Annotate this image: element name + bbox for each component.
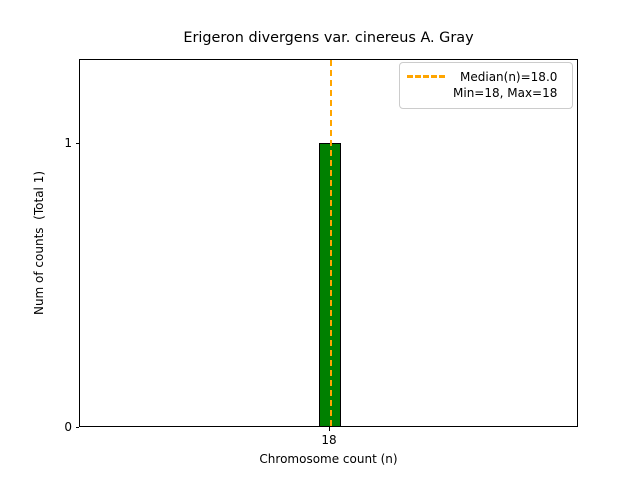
median-line	[330, 60, 332, 426]
x-tick-mark-18	[328, 427, 330, 431]
plot-area: Median(n)=18.0 Min=18, Max=18	[79, 59, 578, 427]
legend-entry-text: Median(n)=18.0 Min=18, Max=18	[453, 69, 557, 101]
legend-minmax-text: Min=18, Max=18	[453, 86, 558, 100]
y-axis-label: Num of counts (Total 1)	[32, 170, 46, 316]
y-tick-label-1: 1	[64, 136, 72, 150]
chart-title: Erigeron divergens var. cinereus A. Gray	[183, 30, 474, 46]
plot-inner	[80, 60, 577, 426]
y-tick-label-0: 0	[64, 420, 72, 434]
y-tick-mark-1	[75, 142, 79, 144]
legend-entry-median: Median(n)=18.0 Min=18, Max=18	[407, 69, 557, 101]
x-axis-label: Chromosome count (n)	[259, 452, 398, 466]
legend-dashed-line-icon	[407, 69, 445, 83]
legend-median-text: Median(n)=18.0	[460, 70, 558, 84]
x-tick-label-18: 18	[321, 433, 337, 447]
y-tick-mark-0	[75, 426, 79, 428]
legend[interactable]: Median(n)=18.0 Min=18, Max=18	[399, 62, 573, 109]
